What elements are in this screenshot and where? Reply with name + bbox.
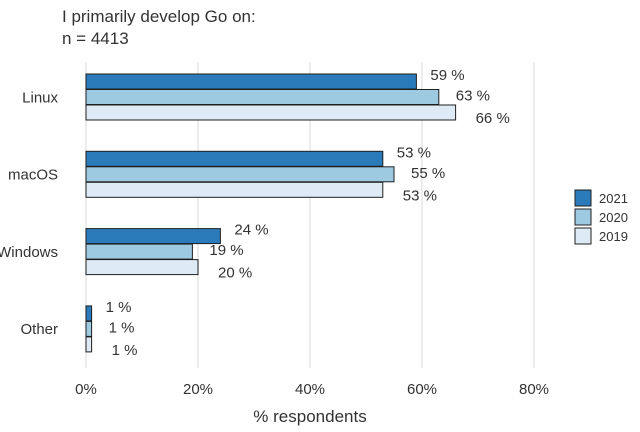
bar	[85, 305, 93, 322]
data-label: 24 %	[234, 222, 268, 239]
bar	[85, 89, 440, 105]
legend-label: 2021	[599, 191, 628, 206]
x-tick-label: 60%	[407, 381, 437, 398]
data-label: 55 %	[411, 165, 445, 182]
category-label: Linux	[22, 89, 58, 106]
data-label: 19 %	[209, 242, 243, 259]
legend-swatch	[574, 189, 592, 207]
bar	[85, 243, 193, 260]
data-label: 59 %	[430, 67, 464, 84]
data-label: 1 %	[106, 299, 132, 316]
bar	[85, 259, 199, 276]
legend-label: 2019	[599, 229, 628, 244]
data-label: 1 %	[109, 319, 135, 336]
chart-subtitle: n = 4413	[62, 29, 129, 48]
x-axis-label: % respondents	[253, 407, 366, 426]
chart-title: I primarily develop Go on: n = 4413	[62, 6, 256, 50]
bar	[85, 336, 93, 353]
category-label: Windows	[0, 244, 58, 261]
legend-swatch	[574, 208, 592, 226]
data-label: 66 %	[476, 110, 510, 127]
category-label: Other	[20, 321, 58, 338]
bar	[85, 73, 417, 90]
data-label: 53 %	[397, 144, 431, 161]
data-label: 53 %	[403, 187, 437, 204]
bar	[85, 150, 384, 167]
bar	[85, 181, 384, 198]
x-tick-label: 40%	[295, 381, 325, 398]
data-label: 63 %	[456, 88, 490, 105]
bar	[85, 320, 93, 337]
chart-title-text: I primarily develop Go on:	[62, 7, 256, 26]
category-label: macOS	[8, 167, 58, 184]
data-label: 20 %	[218, 265, 252, 282]
bar	[85, 228, 221, 245]
legend-swatch	[574, 227, 592, 245]
data-label: 1 %	[112, 342, 138, 359]
legend-label: 2020	[599, 210, 628, 225]
bar	[85, 104, 457, 121]
x-tick-label: 80%	[519, 381, 549, 398]
x-tick-label: 20%	[183, 381, 213, 398]
bar	[85, 166, 395, 183]
x-tick-label: 0%	[75, 381, 97, 398]
